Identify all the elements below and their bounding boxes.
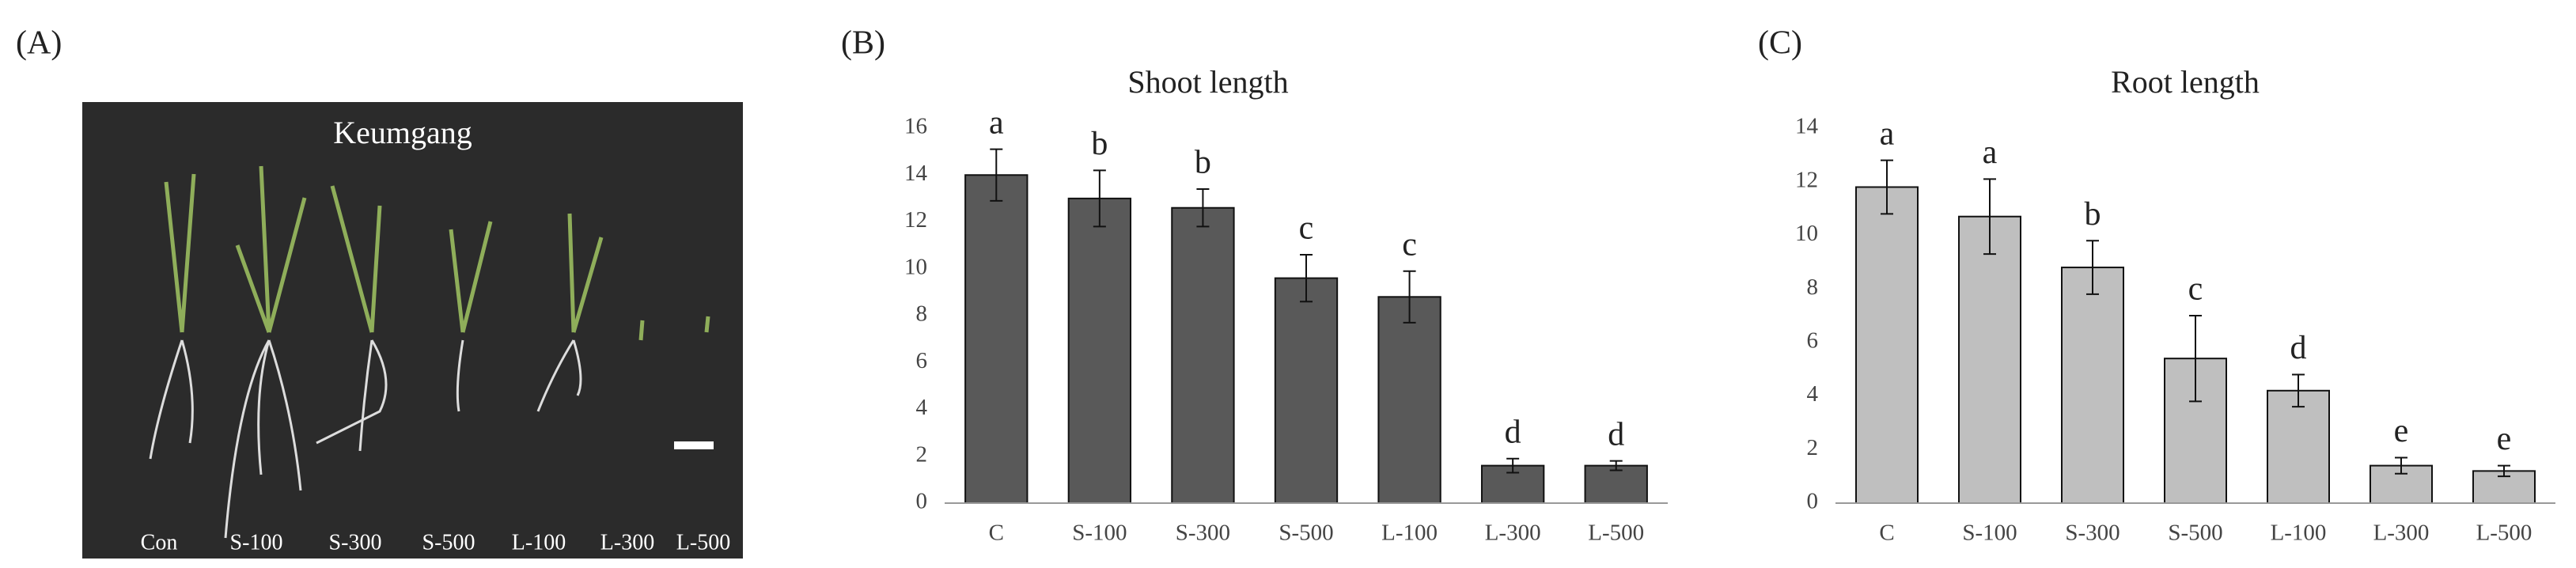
bar bbox=[1584, 464, 1648, 504]
x-tick-label: S-500 bbox=[1279, 521, 1333, 546]
x-tick-label: L-100 bbox=[2271, 521, 2327, 546]
significance-letter: d bbox=[1505, 414, 1521, 450]
photo: Keumgang bbox=[82, 102, 743, 559]
chart-title: Shoot length bbox=[1127, 64, 1288, 100]
x-tick-label: S-300 bbox=[2065, 521, 2120, 546]
x-tick-label: L-100 bbox=[1381, 521, 1438, 546]
bar bbox=[1274, 277, 1339, 504]
x-tick-label: S-300 bbox=[1176, 521, 1230, 546]
bar bbox=[1377, 296, 1441, 504]
significance-letter: c bbox=[1299, 210, 1314, 247]
y-tick-label: 14 bbox=[904, 161, 928, 186]
significance-letter: a bbox=[1983, 134, 1998, 171]
panel-label: (C) bbox=[1758, 25, 1802, 62]
photo-label: L-300 bbox=[600, 530, 654, 555]
error-bar bbox=[2395, 456, 2407, 475]
significance-letter: d bbox=[1608, 416, 1624, 453]
significance-letter: e bbox=[2497, 421, 2512, 457]
error-bar bbox=[1983, 178, 1996, 256]
photo-label: S-500 bbox=[422, 530, 475, 555]
error-bar bbox=[1881, 159, 1893, 215]
x-tick-label: C bbox=[1879, 521, 1894, 546]
y-tick-label: 10 bbox=[904, 254, 927, 279]
x-tick-label: S-100 bbox=[1962, 521, 2017, 546]
error-bar bbox=[1609, 460, 1623, 471]
photo-label: S-100 bbox=[230, 530, 283, 555]
error-bar bbox=[1196, 188, 1210, 228]
y-tick-label: 14 bbox=[1795, 114, 1819, 139]
y-tick-label: 4 bbox=[916, 395, 928, 420]
x-tick-label: L-300 bbox=[1485, 521, 1541, 546]
y-tick-label: 12 bbox=[1795, 167, 1818, 192]
significance-letter: b bbox=[1091, 126, 1108, 162]
x-tick-label: C bbox=[989, 521, 1004, 546]
chart-title: Root length bbox=[2111, 64, 2260, 100]
y-tick-label: 12 bbox=[904, 207, 927, 233]
photo-label: L-100 bbox=[512, 530, 566, 555]
significance-letter: c bbox=[1402, 226, 1417, 263]
x-tick-label: S-500 bbox=[2168, 521, 2222, 546]
error-bar bbox=[1093, 169, 1106, 228]
photo-label: L-500 bbox=[676, 530, 730, 555]
y-tick-label: 6 bbox=[916, 348, 928, 373]
error-bar bbox=[990, 148, 1003, 202]
error-bar bbox=[1300, 253, 1313, 303]
y-tick-label: 0 bbox=[1807, 489, 1819, 514]
significance-letter: b bbox=[1195, 145, 1211, 181]
significance-letter: c bbox=[2188, 271, 2203, 308]
x-tick-label: L-500 bbox=[1588, 521, 1644, 546]
bar bbox=[1067, 197, 1132, 504]
y-tick-label: 8 bbox=[916, 301, 928, 327]
y-tick-label: 8 bbox=[1807, 275, 1819, 300]
significance-letter: d bbox=[2290, 330, 2307, 366]
significance-letter: e bbox=[2394, 413, 2409, 449]
y-tick-label: 4 bbox=[1807, 381, 1819, 407]
significance-letter: a bbox=[989, 104, 1004, 141]
panel-label: (B) bbox=[841, 25, 885, 62]
y-tick-label: 2 bbox=[1807, 435, 1819, 460]
y-tick-label: 6 bbox=[1807, 328, 1819, 354]
x-tick-label: L-500 bbox=[2476, 521, 2532, 546]
photo-title: Keumgang bbox=[333, 115, 472, 150]
error-bar bbox=[1403, 270, 1416, 324]
x-tick-label: S-100 bbox=[1072, 521, 1127, 546]
panel-label: (A) bbox=[16, 25, 62, 62]
photo-label: Con bbox=[141, 530, 178, 555]
bar bbox=[1171, 206, 1235, 504]
error-bar bbox=[2189, 315, 2202, 403]
bar bbox=[2061, 267, 2124, 504]
bar bbox=[964, 174, 1029, 504]
y-tick-label: 0 bbox=[916, 489, 928, 514]
error-bar bbox=[1506, 457, 1520, 474]
significance-letter: b bbox=[2085, 196, 2101, 233]
bar bbox=[2267, 389, 2330, 504]
error-bar bbox=[2292, 373, 2305, 408]
significance-letter: a bbox=[1880, 115, 1895, 152]
y-tick-label: 16 bbox=[904, 114, 927, 139]
x-tick-label: L-300 bbox=[2373, 521, 2430, 546]
photo-label: S-300 bbox=[329, 530, 382, 555]
y-tick-label: 2 bbox=[916, 441, 928, 467]
bar bbox=[1855, 186, 1919, 504]
bar bbox=[1958, 215, 2021, 504]
error-bar bbox=[2086, 240, 2099, 295]
y-tick-label: 10 bbox=[1795, 221, 1818, 246]
error-bar bbox=[2498, 464, 2510, 478]
